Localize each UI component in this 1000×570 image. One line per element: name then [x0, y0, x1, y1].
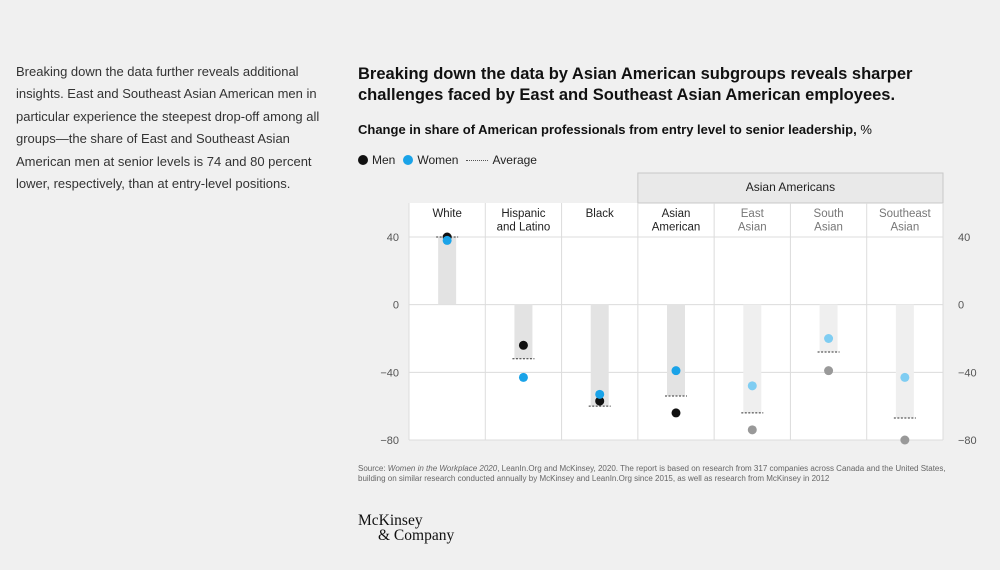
category-label-line: and Latino	[497, 222, 551, 234]
average-bar	[438, 237, 457, 305]
average-bar	[743, 304, 762, 413]
legend: Men Women Average	[358, 153, 545, 167]
men-point	[824, 366, 834, 376]
men-point	[747, 425, 757, 435]
legend-men: Men	[358, 153, 395, 167]
men-point	[900, 435, 910, 445]
men-point	[518, 340, 528, 350]
average-bar	[667, 304, 685, 397]
average-bar	[590, 304, 609, 407]
y-tick-label-right: −40	[958, 367, 977, 379]
category-label-line: American	[652, 222, 701, 234]
y-tick-label-left: 0	[393, 300, 399, 312]
source-report-title: Women in the Workplace 2020	[387, 464, 498, 473]
category-label: White	[432, 208, 461, 220]
group-header-label: Asian Americans	[746, 180, 835, 194]
y-tick-label-left: −80	[380, 435, 399, 447]
category-label-line: Asian	[814, 222, 843, 234]
category-label-line: Black	[586, 208, 614, 220]
side-text: Breaking down the data further reveals a…	[16, 64, 320, 192]
women-point	[824, 334, 834, 343]
category-label-line: East	[741, 208, 765, 220]
legend-average-marker	[466, 159, 489, 161]
average-bar	[895, 304, 914, 419]
category-label-line: White	[432, 208, 461, 220]
legend-men-marker	[358, 155, 368, 165]
y-tick-label-left: −40	[380, 367, 399, 379]
source-note: Source: Women in the Workplace 2020, Lea…	[358, 464, 958, 484]
group-header-box	[637, 172, 944, 204]
subtitle-text: Change in share of American professional…	[358, 122, 857, 137]
y-tick-label-left: 40	[387, 232, 399, 244]
logo-line-2: & Company	[378, 527, 455, 544]
women-point	[518, 372, 528, 382]
average-bar	[819, 304, 838, 353]
category-label-line: Asian	[738, 222, 767, 234]
category-label: Southeast Asian	[879, 208, 932, 234]
women-point	[900, 372, 910, 382]
chart-title: Breaking down the data by Asian American…	[358, 65, 913, 104]
legend-women-marker	[403, 155, 414, 165]
legend-women-label: Women	[417, 153, 459, 167]
men-point	[671, 408, 681, 418]
y-tick-label-right: −80	[958, 435, 977, 447]
chart-subtitle: Change in share of American professional…	[358, 122, 872, 137]
category-label-line: Southeast	[879, 208, 932, 220]
legend-average-label: Average	[492, 153, 537, 167]
category-label-line: South	[814, 208, 844, 220]
women-point	[671, 366, 681, 376]
category-label: East Asian	[738, 208, 767, 234]
subtitle-unit: %	[860, 122, 872, 137]
women-point	[747, 381, 757, 391]
legend-men-label: Men	[372, 153, 396, 167]
y-tick-label-right: 0	[958, 300, 964, 312]
category-label-line: Hispanic	[501, 208, 545, 220]
category-label-line: Asian	[662, 208, 691, 220]
legend-average: Average	[466, 153, 537, 167]
women-point	[595, 389, 605, 399]
source-rest: , LeanIn.Org and McKinsey, 2020. The rep…	[358, 464, 946, 483]
legend-women: Women	[403, 153, 458, 167]
category-label: Hispanic and Latino	[497, 208, 551, 234]
women-point	[442, 235, 452, 245]
category-label-line: Asian	[890, 222, 919, 234]
logo-line-1: McKinsey	[358, 512, 423, 529]
average-bar	[514, 304, 533, 359]
category-label: Black	[586, 208, 614, 220]
category-label: South Asian	[814, 208, 844, 234]
men-point	[595, 396, 605, 406]
y-tick-label-right: 40	[958, 232, 970, 244]
mckinsey-logo: McKinsey & Company	[358, 512, 455, 544]
category-label: Asian American	[652, 208, 701, 234]
source-prefix: Source:	[358, 464, 388, 473]
